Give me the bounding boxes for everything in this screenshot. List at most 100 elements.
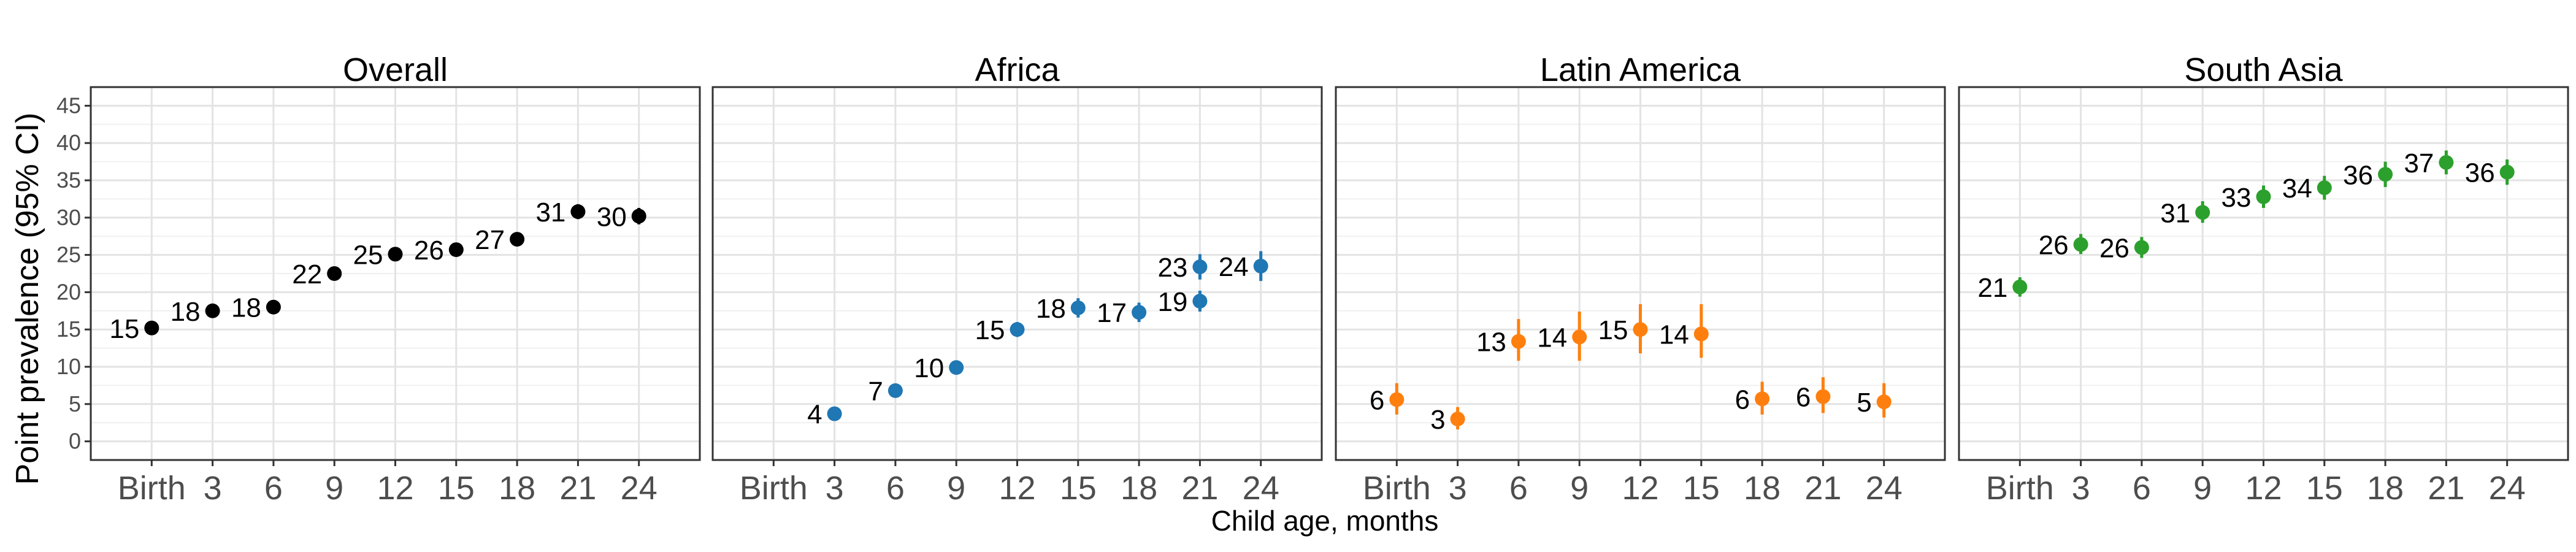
data-point: 34 (2282, 174, 2332, 204)
data-point: 31 (535, 197, 586, 228)
x-tick-label: 15 (1060, 470, 1097, 507)
point-value-label: 22 (292, 259, 322, 289)
x-tick-label: 3 (1449, 470, 1467, 507)
point-marker (827, 406, 842, 421)
x-tick-label: 15 (438, 470, 475, 507)
point-value-label: 31 (2160, 198, 2190, 228)
point-marker (2499, 164, 2515, 180)
data-point: 15 (1598, 304, 1648, 354)
point-marker (1815, 389, 1831, 404)
x-tick-label: 18 (499, 470, 535, 507)
point-marker (2195, 205, 2210, 220)
point-value-label: 33 (2221, 183, 2252, 213)
point-value-label: 15 (975, 315, 1005, 345)
point-marker (1070, 300, 1086, 315)
data-point: 6 (1796, 377, 1831, 413)
point-marker (266, 299, 281, 315)
point-marker (949, 360, 964, 375)
point-marker (388, 247, 403, 262)
data-point: 26 (2039, 231, 2088, 261)
point-marker (631, 209, 646, 224)
x-tick-label: 18 (1744, 470, 1781, 507)
point-marker (327, 266, 342, 281)
point-marker (1876, 394, 1892, 410)
data-point: 30 (597, 202, 646, 232)
data-point: 18 (1036, 294, 1086, 324)
x-tick-label: 12 (999, 470, 1035, 507)
data-point: 33 (2221, 183, 2271, 213)
panel-title: Africa (975, 52, 1060, 88)
y-axis-title: Point prevalence (95% CI) (10, 113, 45, 485)
x-tick-label: 24 (1866, 470, 1903, 507)
data-point: 18 (231, 293, 281, 323)
point-marker (1192, 259, 1208, 275)
point-marker (1511, 334, 1526, 349)
point-value-label: 18 (171, 297, 201, 327)
panel-1: Africa Birth 3 6 9 12 15 18 21 24 4 7 10 15 18 17 19 23 24 (711, 52, 1323, 507)
point-value-label: 7 (868, 377, 883, 407)
x-tick-label: 3 (826, 470, 844, 507)
point-marker (1755, 391, 1770, 407)
point-value-label: 24 (1219, 252, 1249, 282)
point-value-label: 34 (2282, 174, 2312, 204)
point-value-label: 23 (1157, 253, 1187, 283)
panel-title: Latin America (1540, 52, 1741, 88)
x-tick-label: 9 (325, 470, 343, 507)
x-tick-label: 12 (2245, 470, 2282, 507)
data-point: 10 (914, 353, 964, 383)
x-tick-label: 12 (1622, 470, 1658, 507)
point-value-label: 14 (1537, 323, 1567, 353)
panel-0: Overall 0 5 10 15 20 25 30 35 40 45 Birth 3 6 9 12 15 18 2… (56, 52, 701, 507)
point-value-label: 36 (2343, 160, 2373, 190)
point-marker (205, 303, 220, 318)
point-marker (1572, 329, 1587, 345)
y-tick-label: 40 (56, 130, 81, 155)
point-marker (1633, 322, 1648, 337)
panel-title: Overall (343, 52, 448, 88)
point-marker (2012, 279, 2028, 294)
x-axis-title: Child age, months (1211, 505, 1439, 537)
y-tick-label: 25 (56, 242, 81, 267)
point-marker (2134, 240, 2149, 255)
point-value-label: 21 (1977, 273, 2007, 303)
point-value-label: 15 (109, 314, 139, 344)
data-point: 3 (1430, 405, 1465, 435)
x-tick-label: 21 (1804, 470, 1841, 507)
x-tick-label: 6 (2133, 470, 2151, 507)
x-tick-label: 21 (559, 470, 596, 507)
data-point: 14 (1659, 304, 1709, 358)
point-value-label: 18 (1036, 294, 1066, 324)
x-tick-label: 9 (1570, 470, 1589, 507)
data-point: 7 (868, 377, 903, 407)
x-tick-label: 18 (2367, 470, 2404, 507)
data-point: 15 (109, 314, 159, 344)
data-point: 22 (292, 259, 342, 289)
point-value-label: 14 (1659, 320, 1689, 350)
point-marker (1192, 293, 1208, 309)
y-tick-label: 20 (56, 279, 81, 304)
x-tick-label: 24 (1243, 470, 1279, 507)
point-value-label: 31 (535, 197, 565, 228)
x-tick-label: 6 (264, 470, 283, 507)
data-point: 17 (1097, 298, 1147, 328)
panel-title: South Asia (2184, 52, 2343, 88)
point-value-label: 3 (1430, 405, 1445, 435)
data-point: 4 (807, 400, 842, 430)
x-tick-label: Birth (1363, 470, 1431, 507)
point-marker (2073, 237, 2088, 252)
x-tick-label: 9 (2193, 470, 2212, 507)
x-tick-label: 15 (2306, 470, 2343, 507)
x-tick-label: 6 (886, 470, 905, 507)
data-point: 25 (353, 240, 403, 270)
x-tick-label: 15 (1683, 470, 1720, 507)
point-value-label: 37 (2404, 148, 2434, 178)
x-tick-label: Birth (1986, 470, 2054, 507)
point-marker (1389, 392, 1405, 407)
data-point: 14 (1537, 312, 1587, 361)
data-point: 6 (1370, 383, 1405, 416)
point-marker (2378, 167, 2393, 182)
point-marker (1010, 322, 1025, 337)
point-marker (1450, 412, 1465, 427)
